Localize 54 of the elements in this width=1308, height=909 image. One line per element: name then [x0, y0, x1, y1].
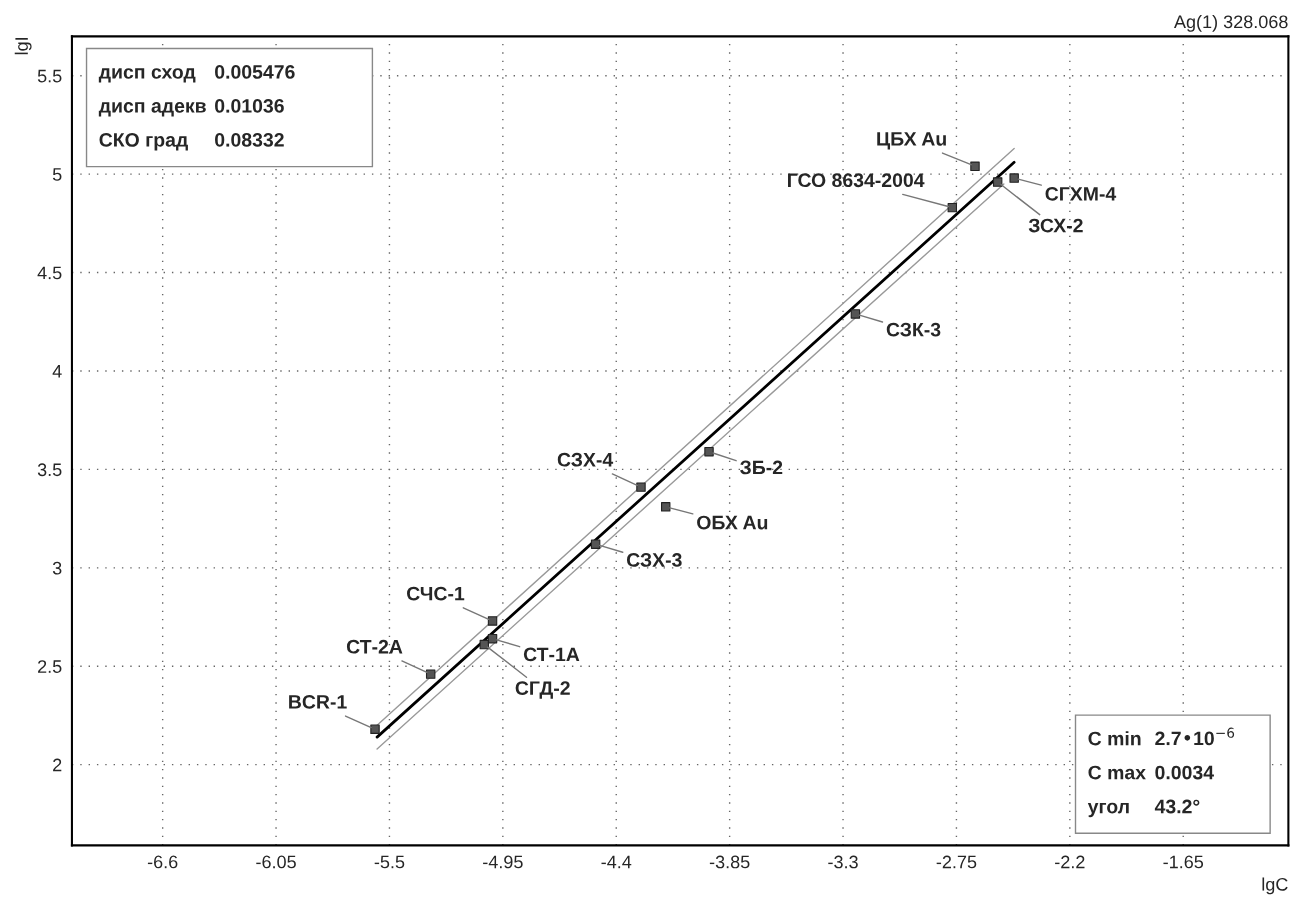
x-tick-label: -2.2: [1055, 855, 1085, 869]
annotation: BCR-1: [289, 694, 347, 709]
text: СКО град 0.08332: [99, 132, 284, 151]
annotation: ЗБ-2: [740, 460, 783, 475]
annotation: ЦБХ Au: [877, 132, 946, 150]
x-tick-label: -3.85: [709, 855, 750, 869]
annotation: ГСО 8634-2004: [788, 173, 925, 188]
x-tick-label: -6.6: [147, 855, 178, 869]
text: угол 43.2°: [1087, 799, 1200, 818]
x-tick-label: -2.75: [936, 855, 977, 869]
y-tick-label: 2.5: [38, 660, 62, 673]
y-tick-label: 2: [53, 758, 62, 772]
y-tick-label: 4.5: [37, 266, 62, 280]
annotation: дисп сход 0.005476: [98, 65, 295, 83]
annotation: СГД-2: [515, 681, 570, 699]
point: [425, 669, 436, 679]
annotation: СЗХ-4: [557, 452, 614, 467]
annotation: C min 2.7•10$^{−6}$: [1088, 727, 1235, 746]
y-tick-label: 3: [52, 561, 62, 575]
annotation: СТ-1А: [523, 647, 580, 662]
y-tick-label: 4: [52, 365, 62, 378]
point: [370, 724, 380, 734]
annotation: ОБХ Au: [697, 515, 768, 530]
annotation: СЗК-3: [886, 322, 941, 337]
point: [590, 539, 601, 549]
point: [661, 502, 671, 512]
x-tick-label: -4.95: [483, 855, 523, 869]
annotation: СГХМ-4: [1045, 186, 1117, 201]
annotation: C max 0.0034: [1088, 765, 1214, 780]
y-tick-label: 3.5: [37, 463, 62, 477]
annotation: СЗХ-3: [626, 553, 682, 567]
annotation: СТ-2А: [346, 639, 403, 654]
point: [636, 482, 646, 492]
point: [970, 161, 980, 171]
x-tick-label: -4.4: [601, 855, 632, 869]
x-tick-label: -1.65: [1163, 855, 1204, 869]
x-tick-label: -6.05: [256, 855, 296, 869]
point: [487, 616, 498, 626]
point: [704, 446, 714, 457]
y-tick-label: 5: [52, 168, 62, 181]
x-tick-label: -5.5: [374, 855, 405, 869]
x-tick-label: -3.3: [828, 855, 858, 869]
point: [992, 177, 1003, 187]
point: [947, 202, 958, 213]
point: [1009, 173, 1019, 183]
annotation: дисп адекв 0.01036: [98, 99, 284, 117]
point: [487, 633, 498, 644]
x-axis-title: lgC: [1262, 877, 1288, 895]
annotation: СЧС-1: [407, 586, 465, 601]
y-tick-label: 5.5: [37, 69, 62, 83]
point: [850, 309, 861, 319]
chart-title: Ag(1) 328.068: [1173, 14, 1288, 32]
y-axis-title: lgI: [14, 38, 32, 55]
annotation: ЗСХ-2: [1028, 218, 1083, 233]
